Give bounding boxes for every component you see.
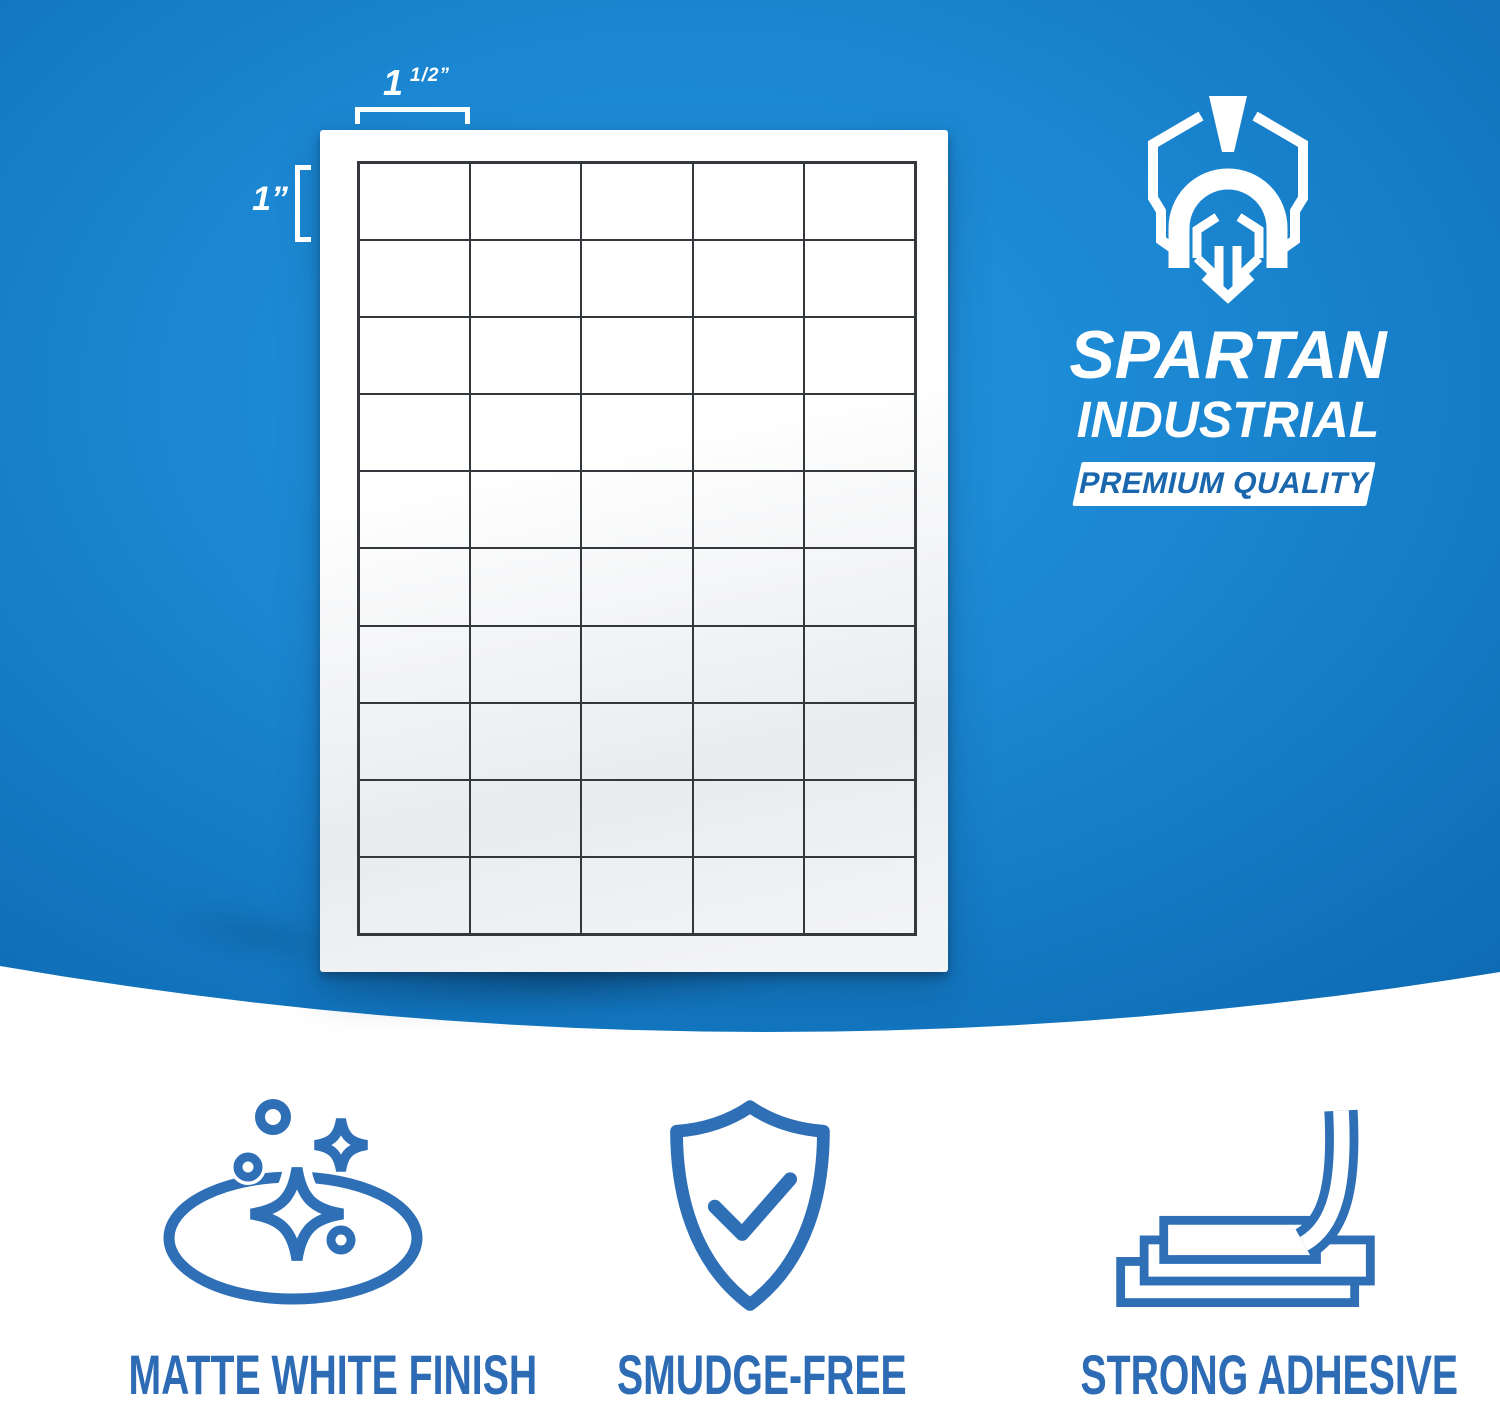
label-cell [470, 317, 582, 395]
label-cell [470, 240, 582, 318]
label-cell [581, 856, 693, 934]
label-cell [692, 471, 804, 549]
label-cell [359, 702, 471, 780]
label-cell [692, 548, 804, 626]
label-cell [581, 240, 693, 318]
label-cell [470, 548, 582, 626]
label-cell [692, 702, 804, 780]
feature-caption: STRONG ADHESIVE [1080, 1343, 1459, 1402]
label-cell [581, 625, 693, 703]
label-width-dimension: 1 1/2” [383, 62, 450, 104]
label-cell [470, 163, 582, 241]
label-cell [359, 163, 471, 241]
brand-line2: INDUSTRIAL [1076, 391, 1380, 448]
label-sheet [320, 130, 948, 972]
peeling-label-icon [1116, 1109, 1375, 1307]
label-cell [581, 702, 693, 780]
label-cell [692, 394, 804, 472]
label-cell [803, 471, 915, 549]
label-cell [803, 702, 915, 780]
feature-smudge-free: SMUDGE-FREE [560, 1095, 940, 1402]
label-cell [470, 625, 582, 703]
label-cell [803, 856, 915, 934]
shield-check-icon [670, 1100, 830, 1311]
brand-name: SPARTAN [1069, 317, 1387, 393]
label-cell [581, 394, 693, 472]
label-cell [359, 856, 471, 934]
label-cell [359, 394, 471, 472]
label-cell [581, 548, 693, 626]
label-cell [692, 163, 804, 241]
label-cell [470, 394, 582, 472]
label-cell [470, 702, 582, 780]
label-width-fraction: 1/2” [410, 65, 450, 86]
label-cell [803, 779, 915, 857]
label-cell [359, 625, 471, 703]
badge-label: PREMIUM QUALITY [1076, 467, 1373, 500]
label-cell [803, 394, 915, 472]
width-bracket [355, 107, 470, 124]
label-cell [470, 856, 582, 934]
spartan-helmet-hexagon-icon [1148, 96, 1308, 304]
feature-caption: MATTE WHITE FINISH [128, 1343, 538, 1402]
feature-strong-adhesive: STRONG ADHESIVE [1010, 1095, 1480, 1402]
label-cell [803, 317, 915, 395]
label-cell [359, 779, 471, 857]
label-cell [359, 240, 471, 318]
label-cell [470, 471, 582, 549]
height-bracket [295, 165, 311, 242]
label-cell [470, 779, 582, 857]
feature-matte-white-finish: MATTE WHITE FINISH [58, 1095, 537, 1402]
label-cell [692, 779, 804, 857]
label-cell [359, 471, 471, 549]
label-cell [803, 548, 915, 626]
label-cell [581, 163, 693, 241]
label-cell [359, 548, 471, 626]
label-cell [692, 240, 804, 318]
label-cell [692, 625, 804, 703]
premium-quality-badge: PREMIUM QUALITY [1072, 462, 1376, 506]
label-cell [692, 317, 804, 395]
label-cell [359, 317, 471, 395]
label-cell [581, 317, 693, 395]
label-cell [803, 625, 915, 703]
label-height-dimension: 1” [252, 180, 288, 218]
label-cell [803, 163, 915, 241]
label-width-main: 1 [383, 62, 404, 103]
label-grid [357, 161, 917, 936]
feature-caption: SMUDGE-FREE [617, 1343, 907, 1402]
label-cell [581, 471, 693, 549]
label-cell [581, 779, 693, 857]
label-cell [692, 856, 804, 934]
sparkle-shine-icon [163, 1095, 423, 1305]
label-cell [803, 240, 915, 318]
